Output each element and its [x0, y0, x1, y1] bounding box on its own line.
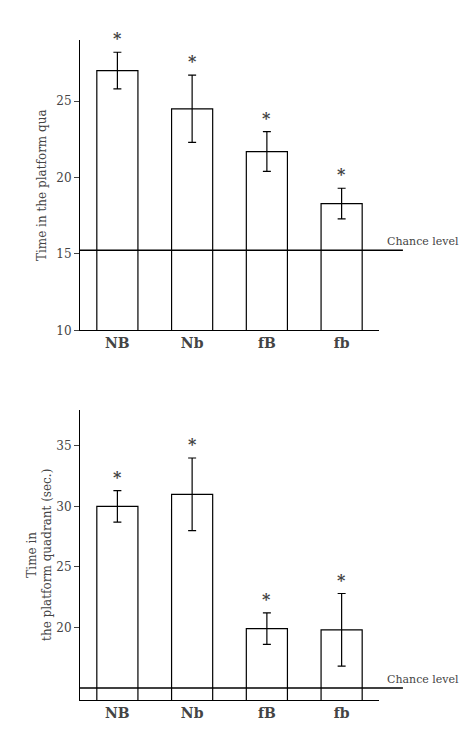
svg-text:30: 30 [56, 500, 71, 514]
svg-text:fB: fB [258, 705, 276, 721]
svg-text:NB: NB [105, 705, 130, 721]
svg-text:Time inthe platform quadrant (: Time inthe platform quadrant (sec.) [25, 469, 55, 641]
svg-text:25: 25 [56, 94, 71, 108]
svg-text:*: * [337, 165, 346, 184]
svg-text:Nb: Nb [181, 705, 204, 721]
svg-text:Time in the platform qua: Time in the platform qua [35, 109, 49, 261]
svg-text:fb: fb [334, 335, 350, 351]
svg-text:20: 20 [56, 171, 71, 185]
svg-text:15: 15 [56, 247, 71, 261]
svg-text:*: * [337, 571, 346, 590]
svg-text:*: * [113, 29, 122, 48]
svg-text:35: 35 [56, 439, 71, 453]
svg-text:*: * [188, 435, 197, 454]
svg-text:Chance level: Chance level [387, 235, 459, 248]
svg-text:10: 10 [56, 324, 71, 338]
svg-text:*: * [113, 468, 122, 487]
svg-text:25: 25 [56, 560, 71, 574]
svg-text:*: * [188, 52, 197, 71]
svg-text:*: * [262, 109, 271, 128]
svg-text:fb: fb [334, 705, 350, 721]
svg-text:Chance level: Chance level [387, 673, 459, 686]
svg-text:Nb: Nb [181, 335, 204, 351]
svg-text:20: 20 [56, 621, 71, 635]
svg-text:fB: fB [258, 335, 276, 351]
svg-text:NB: NB [105, 335, 130, 351]
svg-text:*: * [262, 590, 271, 609]
